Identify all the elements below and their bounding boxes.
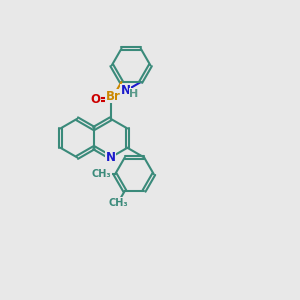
Text: H: H [129,89,139,99]
Text: Br: Br [106,90,121,103]
Text: O: O [90,93,100,106]
Text: CH₃: CH₃ [108,198,128,208]
Text: N: N [106,151,116,164]
Text: CH₃: CH₃ [92,169,111,179]
Text: N: N [121,84,131,97]
